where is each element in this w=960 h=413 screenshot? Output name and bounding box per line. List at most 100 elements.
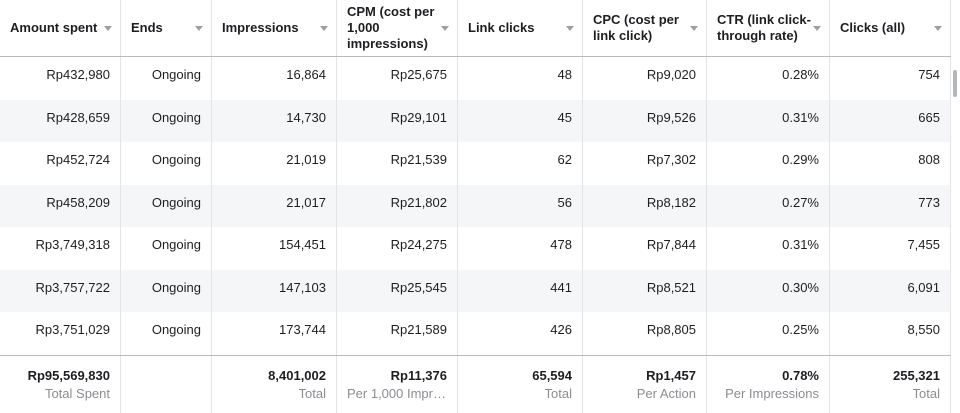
table-cell: Rp458,209 <box>0 184 121 228</box>
table-cell: 478 <box>458 227 583 270</box>
chevron-down-icon[interactable] <box>566 26 574 31</box>
chevron-down-icon[interactable] <box>934 26 942 31</box>
column-header-ctr[interactable]: CTR (link click-through rate) <box>707 0 830 56</box>
column-header-impressions[interactable]: Impressions <box>212 0 337 56</box>
table-cell: Rp21,802 <box>337 184 458 228</box>
table-cell: 21,019 <box>212 142 337 185</box>
table-row: Rp458,209 Ongoing 21,017 Rp21,802 56 Rp8,182 0… <box>0 184 951 228</box>
table-cell: 6,091 <box>830 269 951 313</box>
table-cell: Ongoing <box>121 142 212 185</box>
table-cell: 0.28% <box>707 57 830 100</box>
scrollbar-thumb[interactable] <box>953 70 957 97</box>
total-label: Total <box>544 386 572 401</box>
total-value: Rp1,457 <box>646 368 696 383</box>
table-row: Rp3,757,722 Ongoing 147,103 Rp25,545 441 Rp8,… <box>0 269 951 313</box>
column-header-clicks-all[interactable]: Clicks (all) <box>830 0 951 56</box>
table-row: Rp3,751,029 Ongoing 173,744 Rp21,589 426 Rp8,… <box>0 312 951 356</box>
table-cell: 0.31% <box>707 227 830 270</box>
table-cell: Rp428,659 <box>0 99 121 143</box>
table-cell: 665 <box>830 99 951 143</box>
table-cell: 808 <box>830 142 951 185</box>
total-label: Total <box>912 386 940 401</box>
table-cell: 773 <box>830 184 951 228</box>
total-cell-clicks-all: 255,321 Total <box>830 356 951 413</box>
table-cell: 173,744 <box>212 312 337 356</box>
column-header-label: Ends <box>131 20 163 35</box>
table-cell: Ongoing <box>121 57 212 100</box>
table-cell: Rp21,589 <box>337 312 458 356</box>
column-header-link-clicks[interactable]: Link clicks <box>458 0 583 56</box>
chevron-down-icon[interactable] <box>320 26 328 31</box>
total-cell-cpc: Rp1,457 Per Action <box>583 356 707 413</box>
table-body: Rp432,980 Ongoing 16,864 Rp25,675 48 Rp9,020 0… <box>0 57 951 356</box>
chevron-down-icon[interactable] <box>195 26 203 31</box>
chevron-down-icon[interactable] <box>690 26 698 31</box>
total-cell-ctr: 0.78% Per Impressions <box>707 356 830 413</box>
total-cell-cpm: Rp11,376 Per 1,000 Impressio… <box>337 356 458 413</box>
table-cell: 16,864 <box>212 57 337 100</box>
column-header-label: CPC (cost per link click) <box>593 12 679 43</box>
table-cell: Rp7,302 <box>583 142 707 185</box>
table-cell: Ongoing <box>121 227 212 270</box>
table-cell: Ongoing <box>121 269 212 313</box>
table-cell: 45 <box>458 99 583 143</box>
table-cell: Rp29,101 <box>337 99 458 143</box>
table-cell: 0.27% <box>707 184 830 228</box>
chevron-down-icon[interactable] <box>104 26 112 31</box>
total-label: Per 1,000 Impressio… <box>347 386 447 401</box>
total-label: Per Action <box>636 386 696 401</box>
column-header-amount-spent[interactable]: Amount spent <box>0 0 121 56</box>
total-value: 65,594 <box>532 368 572 383</box>
table-cell: Rp452,724 <box>0 142 121 185</box>
total-value: 0.78% <box>782 368 819 383</box>
chevron-down-icon[interactable] <box>441 26 449 31</box>
table-cell: Rp3,751,029 <box>0 312 121 356</box>
table-cell: Rp24,275 <box>337 227 458 270</box>
column-header-label: Link clicks <box>468 20 535 35</box>
table-cell: 754 <box>830 57 951 100</box>
column-header-label: CTR (link click-through rate) <box>717 12 811 43</box>
table-cell: 48 <box>458 57 583 100</box>
column-header-cpm[interactable]: CPM (cost per 1,000 impressions) <box>337 0 458 56</box>
total-label: Total <box>298 386 326 401</box>
table-cell: 56 <box>458 184 583 228</box>
total-value: 8,401,002 <box>268 368 326 383</box>
table-cell: Rp3,749,318 <box>0 227 121 270</box>
table-cell: Rp25,545 <box>337 269 458 313</box>
column-header-label: CPM (cost per 1,000 impressions) <box>347 4 435 51</box>
table-cell: 62 <box>458 142 583 185</box>
table-cell: Rp8,521 <box>583 269 707 313</box>
table-cell: 0.25% <box>707 312 830 356</box>
total-value: 255,321 <box>893 368 940 383</box>
totals-row: Rp95,569,830 Total Spent 8,401,002 Total… <box>0 355 951 413</box>
column-header-ends[interactable]: Ends <box>121 0 212 56</box>
table-cell: 154,451 <box>212 227 337 270</box>
table-cell: Rp432,980 <box>0 57 121 100</box>
table-cell: 426 <box>458 312 583 356</box>
table-row: Rp452,724 Ongoing 21,019 Rp21,539 62 Rp7,302 0… <box>0 142 951 185</box>
total-cell-amount-spent: Rp95,569,830 Total Spent <box>0 356 121 413</box>
table-row: Rp432,980 Ongoing 16,864 Rp25,675 48 Rp9,020 0… <box>0 57 951 100</box>
table-cell: 21,017 <box>212 184 337 228</box>
table-cell: 0.29% <box>707 142 830 185</box>
table-cell: Rp8,805 <box>583 312 707 356</box>
column-header-cpc[interactable]: CPC (cost per link click) <box>583 0 707 56</box>
table-cell: Rp21,539 <box>337 142 458 185</box>
table-cell: 14,730 <box>212 99 337 143</box>
total-cell-ends <box>121 356 212 413</box>
table-cell: Rp9,526 <box>583 99 707 143</box>
column-header-label: Clicks (all) <box>840 20 906 35</box>
total-label: Per Impressions <box>725 386 819 401</box>
vertical-scrollbar[interactable] <box>951 0 960 413</box>
table-cell: 441 <box>458 269 583 313</box>
table-cell: Rp8,182 <box>583 184 707 228</box>
table-cell: Ongoing <box>121 312 212 356</box>
table-row: Rp428,659 Ongoing 14,730 Rp29,101 45 Rp9,526 0… <box>0 99 951 143</box>
chevron-down-icon[interactable] <box>813 26 821 31</box>
table-cell: 0.31% <box>707 99 830 143</box>
total-cell-link-clicks: 65,594 Total <box>458 356 583 413</box>
column-header-label: Amount spent <box>10 20 98 35</box>
total-value: Rp11,376 <box>390 368 447 383</box>
table-cell: Rp25,675 <box>337 57 458 100</box>
